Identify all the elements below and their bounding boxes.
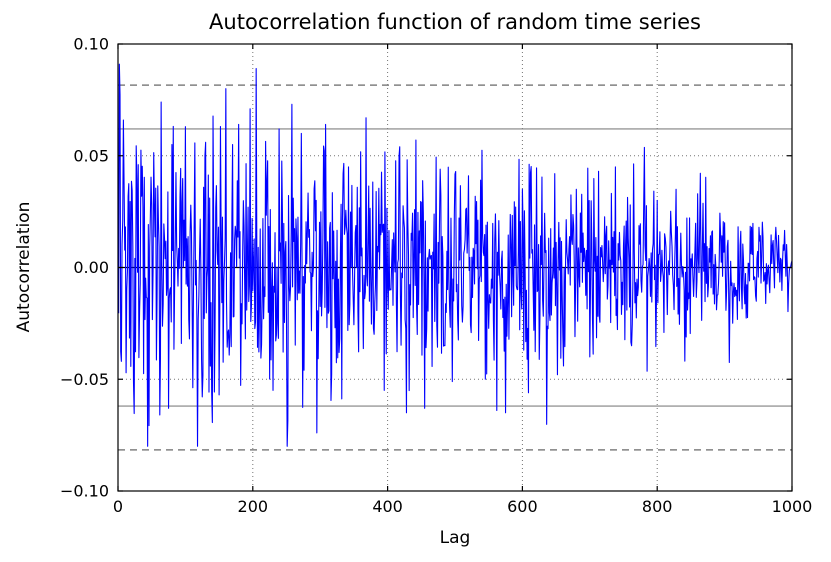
y-tick-label: 0.05 xyxy=(73,146,109,165)
y-tick-label: 0.00 xyxy=(73,258,109,277)
x-tick-label: 0 xyxy=(113,497,123,516)
acf-series-line xyxy=(118,63,793,447)
x-tick-label: 1000 xyxy=(772,497,813,516)
y-tick-label: −0.10 xyxy=(60,482,109,501)
y-tick-label: 0.10 xyxy=(73,35,109,54)
x-tick-label: 200 xyxy=(238,497,269,516)
x-axis-label: Lag xyxy=(439,528,471,548)
chart-title: Autocorrelation function of random time … xyxy=(209,10,701,34)
y-tick-label: −0.05 xyxy=(60,370,109,389)
x-tick-label: 600 xyxy=(507,497,538,516)
x-tick-label: 800 xyxy=(642,497,673,516)
x-tick-label: 400 xyxy=(372,497,403,516)
